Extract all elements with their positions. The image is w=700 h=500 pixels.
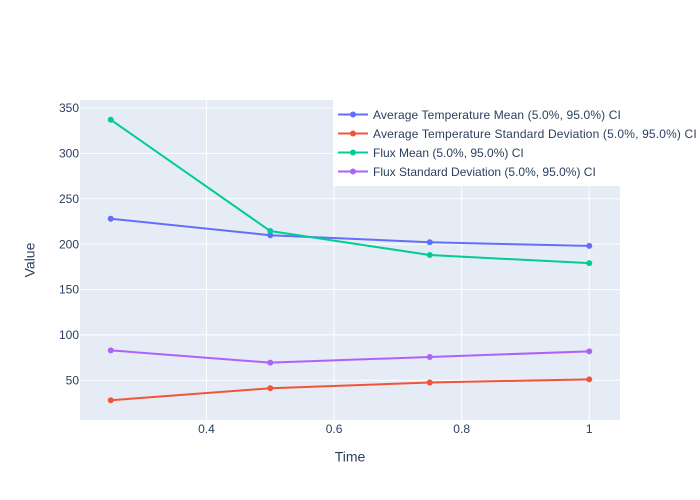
svg-text:Average Temperature Mean (5.0%: Average Temperature Mean (5.0%, 95.0%) C… — [373, 108, 621, 122]
svg-text:Value: Value — [21, 242, 37, 277]
svg-text:Flux Standard Deviation (5.0%,: Flux Standard Deviation (5.0%, 95.0%) CI — [373, 165, 596, 179]
svg-text:Time: Time — [335, 448, 366, 464]
svg-text:Flux Mean (5.0%, 95.0%) CI: Flux Mean (5.0%, 95.0%) CI — [373, 146, 524, 160]
svg-text:Average Temperature Standard D: Average Temperature Standard Deviation (… — [373, 127, 697, 141]
